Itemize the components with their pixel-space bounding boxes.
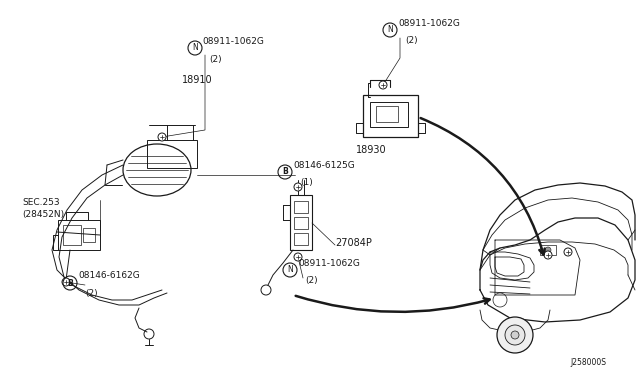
- Bar: [294, 201, 308, 213]
- Text: (2): (2): [405, 36, 418, 45]
- Bar: [83, 228, 95, 242]
- Text: SEC.253: SEC.253: [22, 198, 60, 207]
- Text: N: N: [287, 266, 293, 275]
- Bar: [363, 95, 418, 137]
- Text: 18930: 18930: [356, 145, 387, 155]
- Bar: [376, 106, 398, 122]
- Text: B: B: [282, 167, 288, 176]
- Text: 08911-1062G: 08911-1062G: [398, 19, 460, 28]
- Bar: [370, 102, 408, 127]
- Circle shape: [62, 278, 70, 286]
- Bar: [290, 195, 312, 250]
- Text: (2): (2): [209, 55, 221, 64]
- Text: N: N: [387, 26, 393, 35]
- Bar: [63, 225, 81, 245]
- Text: (2): (2): [85, 289, 98, 298]
- Circle shape: [564, 248, 572, 256]
- Circle shape: [294, 183, 302, 191]
- Circle shape: [544, 251, 552, 259]
- Text: 27084P: 27084P: [335, 238, 372, 248]
- Circle shape: [379, 81, 387, 89]
- Circle shape: [511, 331, 519, 339]
- Bar: [540, 245, 556, 255]
- Text: B: B: [67, 279, 73, 288]
- Circle shape: [545, 247, 551, 253]
- Text: N: N: [192, 44, 198, 52]
- Text: 08146-6125G: 08146-6125G: [293, 160, 355, 170]
- Bar: [147, 140, 197, 168]
- Bar: [58, 220, 100, 250]
- Text: 08146-6162G: 08146-6162G: [78, 272, 140, 280]
- Text: J258000S: J258000S: [570, 358, 606, 367]
- Text: (2): (2): [305, 276, 317, 285]
- Bar: [294, 233, 308, 245]
- Circle shape: [158, 133, 166, 141]
- Text: 18910: 18910: [182, 75, 212, 85]
- Bar: [294, 217, 308, 229]
- Text: 08911-1062G: 08911-1062G: [298, 259, 360, 267]
- Text: 08911-1062G: 08911-1062G: [202, 38, 264, 46]
- Circle shape: [505, 325, 525, 345]
- Text: (1): (1): [300, 178, 313, 187]
- Circle shape: [497, 317, 533, 353]
- Text: (28452N): (28452N): [22, 210, 64, 219]
- Circle shape: [294, 253, 302, 261]
